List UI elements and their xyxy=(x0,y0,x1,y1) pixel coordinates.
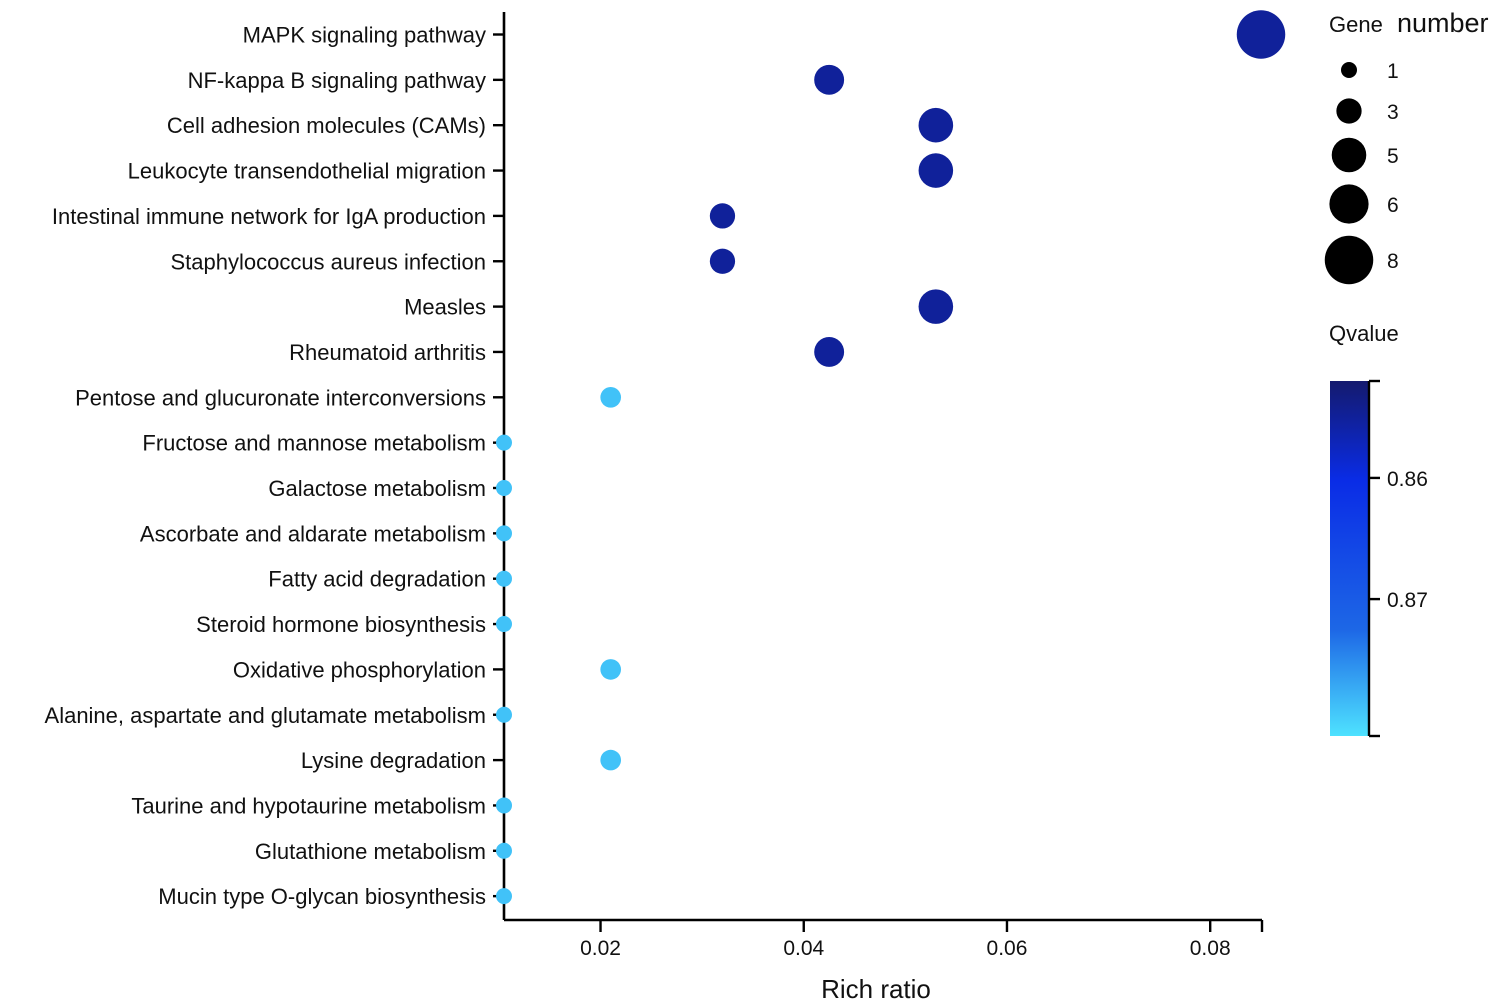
point-staphylococcus-aureus-infection xyxy=(709,248,736,274)
point-nf-kappa-b-signaling-pathway xyxy=(814,64,845,95)
point-fatty-acid-degradation xyxy=(496,570,512,587)
color-legend-label-0.86: 0.86 xyxy=(1387,468,1428,491)
y-label-ascorbate-and-aldarate-metabolism: Ascorbate and aldarate metabolism xyxy=(140,521,486,546)
point-lysine-degradation xyxy=(600,749,622,771)
y-label-intestinal-immune-network-for-iga-production: Intestinal immune network for IgA produc… xyxy=(52,204,486,229)
y-axis-labels: MAPK signaling pathway NF-kappa B signali… xyxy=(45,23,486,910)
point-alanine-aspartate-and-glutamate-metabolism xyxy=(496,706,512,723)
size-legend-title-number: number xyxy=(1397,8,1489,38)
point-galactose-metabolism xyxy=(496,480,512,496)
y-label-alanine-aspartate-and-glutamate-metabolism: Alanine, aspartate and glutamate metabol… xyxy=(45,703,486,728)
y-label-steroid-hormone-biosynthesis: Steroid hormone biosynthesis xyxy=(196,612,486,637)
x-axis-ticks xyxy=(599,920,1264,932)
size-legend-label-8: 8 xyxy=(1387,250,1399,273)
y-label-staphylococcus-aureus-infection: Staphylococcus aureus infection xyxy=(170,249,486,274)
y-label-lysine-degradation: Lysine degradation xyxy=(301,748,486,773)
y-label-leukocyte-transendothelial-migration: Leukocyte transendothelial migration xyxy=(128,159,486,184)
size-legend-label-3: 3 xyxy=(1387,101,1399,124)
y-label-rheumatoid-arthritis: Rheumatoid arthritis xyxy=(289,340,486,365)
point-taurine-and-hypotaurine-metabolism xyxy=(496,797,512,814)
size-legend: Gene number 1 3 5 6 8 xyxy=(1324,8,1489,285)
y-label-fatty-acid-degradation: Fatty acid degradation xyxy=(268,567,486,592)
data-points xyxy=(496,10,1286,905)
size-legend-marker-6 xyxy=(1329,184,1369,224)
point-leukocyte-transendothelial-migration xyxy=(918,153,954,188)
y-label-taurine-and-hypotaurine-metabolism: Taurine and hypotaurine metabolism xyxy=(131,793,486,818)
y-label-mapk-signaling-pathway: MAPK signaling pathway xyxy=(243,23,486,48)
point-pentose-and-glucuronate-interconversions xyxy=(600,386,622,408)
color-legend: Qvalue 0.86 0.87 xyxy=(1329,321,1428,738)
y-label-cell-adhesion-molecules-cams: Cell adhesion molecules (CAMs) xyxy=(167,113,486,138)
y-label-fructose-and-mannose-metabolism: Fructose and mannose metabolism xyxy=(142,431,486,456)
size-legend-marker-8 xyxy=(1324,235,1374,285)
size-legend-marker-1 xyxy=(1341,62,1357,78)
size-legend-label-1: 1 xyxy=(1387,60,1399,83)
y-axis-ticks xyxy=(493,33,504,898)
point-glutathione-metabolism xyxy=(496,842,512,859)
y-label-measles: Measles xyxy=(404,295,486,320)
size-legend-marker-3 xyxy=(1336,98,1362,124)
point-oxidative-phosphorylation xyxy=(600,659,622,680)
color-legend-gradient-bar xyxy=(1330,381,1368,736)
point-ascorbate-and-aldarate-metabolism xyxy=(496,525,512,542)
y-label-mucin-type-o-glycan-biosynthesis: Mucin type O-glycan biosynthesis xyxy=(158,884,486,909)
y-label-pentose-and-glucuronate-interconversions: Pentose and glucuronate interconversions xyxy=(75,385,486,410)
x-tick-label-0.04: 0.04 xyxy=(783,937,824,960)
x-axis-title: Rich ratio xyxy=(821,974,931,1004)
x-axis-labels: 0.02 0.04 0.06 0.08 xyxy=(580,937,1231,960)
y-label-galactose-metabolism: Galactose metabolism xyxy=(268,476,486,501)
size-legend-label-6: 6 xyxy=(1387,194,1399,217)
y-label-nf-kappa-b-signaling-pathway: NF-kappa B signaling pathway xyxy=(188,68,486,93)
color-legend-title: Qvalue xyxy=(1329,321,1399,346)
color-legend-label-0.87: 0.87 xyxy=(1387,589,1428,612)
point-measles xyxy=(918,289,954,324)
point-mucin-type-o-glycan-biosynthesis xyxy=(496,888,512,905)
x-tick-label-0.02: 0.02 xyxy=(580,937,621,960)
y-label-oxidative-phosphorylation: Oxidative phosphorylation xyxy=(233,657,486,682)
size-legend-label-5: 5 xyxy=(1387,145,1399,168)
size-legend-marker-5 xyxy=(1331,137,1367,173)
point-rheumatoid-arthritis xyxy=(814,336,845,367)
y-label-glutathione-metabolism: Glutathione metabolism xyxy=(255,839,486,864)
point-cell-adhesion-molecules-cams xyxy=(918,107,954,143)
size-legend-title-gene: Gene xyxy=(1329,12,1383,37)
x-tick-label-0.08: 0.08 xyxy=(1190,937,1231,960)
x-tick-label-0.06: 0.06 xyxy=(987,937,1028,960)
point-steroid-hormone-biosynthesis xyxy=(496,616,512,633)
point-intestinal-immune-network-for-iga-production xyxy=(709,203,736,229)
point-fructose-and-mannose-metabolism xyxy=(496,434,512,451)
point-mapk-signaling-pathway xyxy=(1236,10,1286,59)
